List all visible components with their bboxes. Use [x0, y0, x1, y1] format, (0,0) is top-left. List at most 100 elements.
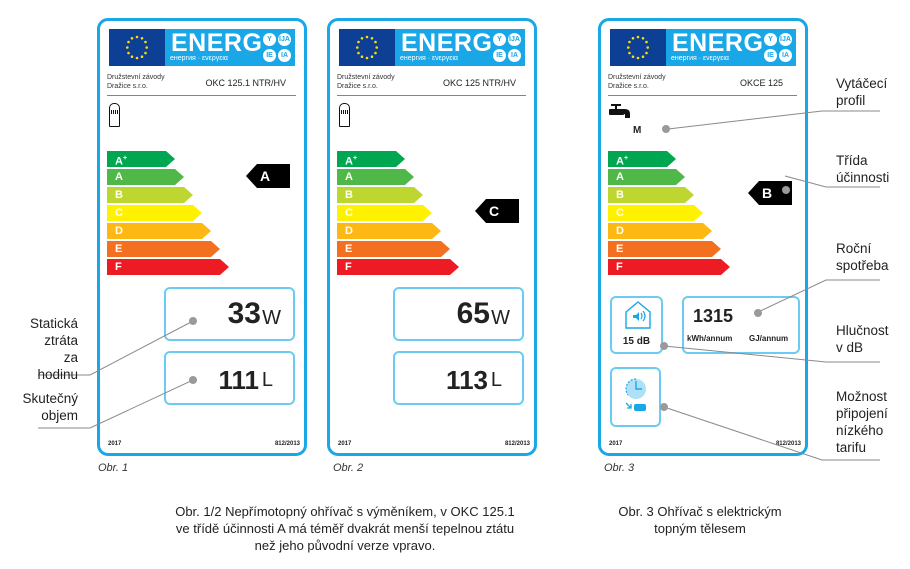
water-tank-icon	[109, 103, 120, 127]
lang-badge-ie: IE	[493, 49, 506, 62]
scale-bar-c: C	[107, 205, 202, 221]
annual-consumption-value: 1315	[693, 306, 734, 326]
lang-badge-ie: IE	[263, 49, 276, 62]
energ-subtitle: енергия · ενεργεια	[671, 55, 729, 62]
annotation-tapping-profile: Vytáčecí profil	[836, 75, 887, 109]
annotation-line: Vytáčecí	[836, 76, 888, 91]
manufacturer-line-2: Dražice s.r.o.	[337, 83, 378, 90]
annotation-efficiency-class: Třída účinnosti	[836, 152, 889, 186]
annotation-line: v dB	[836, 340, 864, 355]
scale-bar-a: A	[608, 169, 685, 185]
heat-loss-box: 33 W	[164, 287, 295, 341]
leader-dot	[660, 403, 668, 411]
model-name: OKCE 125	[739, 78, 783, 88]
eu-flag-icon	[339, 29, 395, 66]
scale-bar-b: B	[107, 187, 193, 203]
energ-banner: ENERG енергия · ενεργεια Y IJA IE IA	[395, 29, 525, 66]
description-line: Obr. 1/2 Nepřímotopný ohřívač s výměníke…	[175, 504, 515, 519]
annotation-line: Třída	[836, 153, 868, 168]
scale-bar-a-plus: A+	[107, 151, 175, 167]
lang-badge-y: Y	[764, 33, 777, 46]
unit-gj-annum: GJ/annum	[749, 334, 789, 343]
divider	[107, 95, 296, 96]
eu-flag-icon	[610, 29, 666, 66]
lang-badge-ia: IA	[508, 49, 521, 62]
scale-bar-f: F	[337, 259, 459, 275]
scale-bar-c: C	[608, 205, 703, 221]
annotation-annual-consumption: Roční spotřeba	[836, 240, 889, 274]
annotation-actual-volume: Skutečný objem	[10, 390, 78, 424]
regulation-number: 812/2013	[504, 441, 530, 447]
figure-caption-2: Obr. 2	[333, 462, 364, 474]
noise-value: 15 dB	[622, 336, 651, 347]
description-line: ve třídě účinnosti A má téměř dvakrát me…	[175, 521, 515, 536]
annotation-line: účinnosti	[836, 170, 890, 185]
annotation-low-tariff: Možnost připojení nízkého tarifu	[836, 388, 888, 456]
label-header: ENERG енергия · ενεργεια Y IJA IE IA	[109, 29, 295, 66]
figure-caption-3: Obr. 3	[604, 462, 635, 474]
volume-unit: L	[261, 369, 273, 391]
annotation-line: Statická	[29, 316, 78, 331]
energ-title: ENERG	[401, 29, 493, 57]
annotation-line: tarifu	[836, 440, 867, 455]
scale-bar-d: D	[107, 223, 211, 239]
heat-loss-unit: W	[491, 307, 510, 329]
annotation-line: nízkého	[836, 423, 884, 438]
volume-box: 113 L	[393, 351, 524, 405]
lang-badge-ie: IE	[764, 49, 777, 62]
scale-bar-e: E	[107, 241, 220, 257]
annotation-line: připojení	[836, 406, 888, 421]
annotation-noise: Hlučnost v dB	[836, 322, 889, 356]
eu-flag-icon	[109, 29, 165, 66]
leader-dot	[662, 125, 670, 133]
model-name: OKC 125 NTR/HV	[442, 78, 516, 88]
lang-badge-ia: IA	[278, 49, 291, 62]
annotation-line: profil	[836, 93, 866, 108]
energy-label-1: ENERG енергия · ενεργεια Y IJA IE IA Dru…	[97, 18, 307, 456]
noise-box: 15 dB	[610, 296, 663, 354]
annotation-line: za hodinu	[37, 350, 78, 382]
leader-dot	[754, 309, 762, 317]
manufacturer-line-2: Dražice s.r.o.	[608, 83, 649, 90]
regulation-number: 812/2013	[274, 441, 300, 447]
model-name: OKC 125.1 NTR/HV	[205, 78, 286, 88]
leader-dot	[189, 317, 197, 325]
heat-loss-box: 65 W	[393, 287, 524, 341]
heat-loss-value: 65	[456, 297, 490, 330]
regulation-number: 812/2013	[775, 441, 801, 447]
energ-subtitle: енергия · ενεργεια	[400, 55, 458, 62]
water-tank-icon	[339, 103, 350, 127]
energ-banner: ENERG енергия · ενεργεια Y IJA IE IA	[165, 29, 295, 66]
low-tariff-clock-icon	[622, 375, 652, 424]
leader-dot	[189, 376, 197, 384]
lang-badge-ija: IJA	[508, 33, 521, 46]
scale-bar-b: B	[337, 187, 423, 203]
annotation-line: Hlučnost	[836, 323, 889, 338]
volume-value: 113	[446, 365, 488, 395]
lang-badge-ija: IJA	[779, 33, 792, 46]
unit-kwh-annum: kWh/annum	[687, 334, 733, 343]
divider	[337, 95, 526, 96]
heat-loss-unit: W	[262, 307, 281, 329]
manufacturer-line-2: Dražice s.r.o.	[107, 83, 148, 90]
annotation-line: ztráta	[44, 333, 78, 348]
lang-badge-ia: IA	[779, 49, 792, 62]
description-line: než jeho původní verze vpravo.	[254, 538, 436, 553]
leader-dot	[782, 186, 790, 194]
manufacturer: Družstevní závody Dražice s.r.o.	[608, 73, 666, 91]
scale-bar-d: D	[608, 223, 712, 239]
manufacturer-line-1: Družstevní závody	[337, 74, 395, 81]
energ-banner: ENERG енергия · ενεργεια Y IJA IE IA	[666, 29, 796, 66]
speaker-house-icon	[624, 300, 652, 335]
lang-badge-ija: IJA	[278, 33, 291, 46]
manufacturer: Družstevní závody Dražice s.r.o.	[107, 73, 165, 91]
label-year: 2017	[108, 441, 122, 447]
volume-box: 111 L	[164, 351, 295, 405]
annotation-static-loss: Statická ztráta za hodinu	[20, 315, 78, 383]
heat-loss-value: 33	[227, 297, 261, 330]
energy-label-3: ENERG енергия · ενεργεια Y IJA IE IA Dru…	[598, 18, 808, 456]
energy-class-arrow: C	[475, 199, 519, 223]
description-line: Obr. 3 Ohřívač s elektrickým	[618, 504, 782, 519]
leader-dot	[660, 342, 668, 350]
energ-subtitle: енергия · ενεργεια	[170, 55, 228, 62]
